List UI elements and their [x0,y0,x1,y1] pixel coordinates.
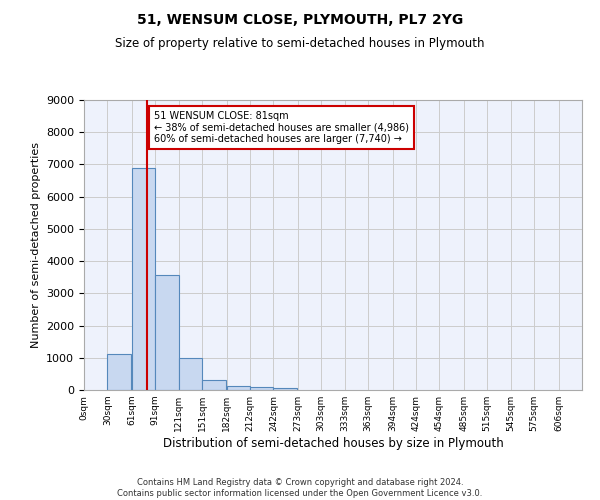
Text: Contains HM Land Registry data © Crown copyright and database right 2024.
Contai: Contains HM Land Registry data © Crown c… [118,478,482,498]
Bar [202,380,226,390]
Bar [132,168,155,390]
Bar [274,388,297,390]
Bar [250,387,274,390]
Bar [155,276,179,390]
Bar [107,354,131,390]
X-axis label: Distribution of semi-detached houses by size in Plymouth: Distribution of semi-detached houses by … [163,437,503,450]
Bar [227,386,250,390]
Y-axis label: Number of semi-detached properties: Number of semi-detached properties [31,142,41,348]
Bar [179,358,202,390]
Text: 51 WENSUM CLOSE: 81sqm
← 38% of semi-detached houses are smaller (4,986)
60% of : 51 WENSUM CLOSE: 81sqm ← 38% of semi-det… [154,112,409,144]
Text: 51, WENSUM CLOSE, PLYMOUTH, PL7 2YG: 51, WENSUM CLOSE, PLYMOUTH, PL7 2YG [137,12,463,26]
Text: Size of property relative to semi-detached houses in Plymouth: Size of property relative to semi-detach… [115,38,485,51]
